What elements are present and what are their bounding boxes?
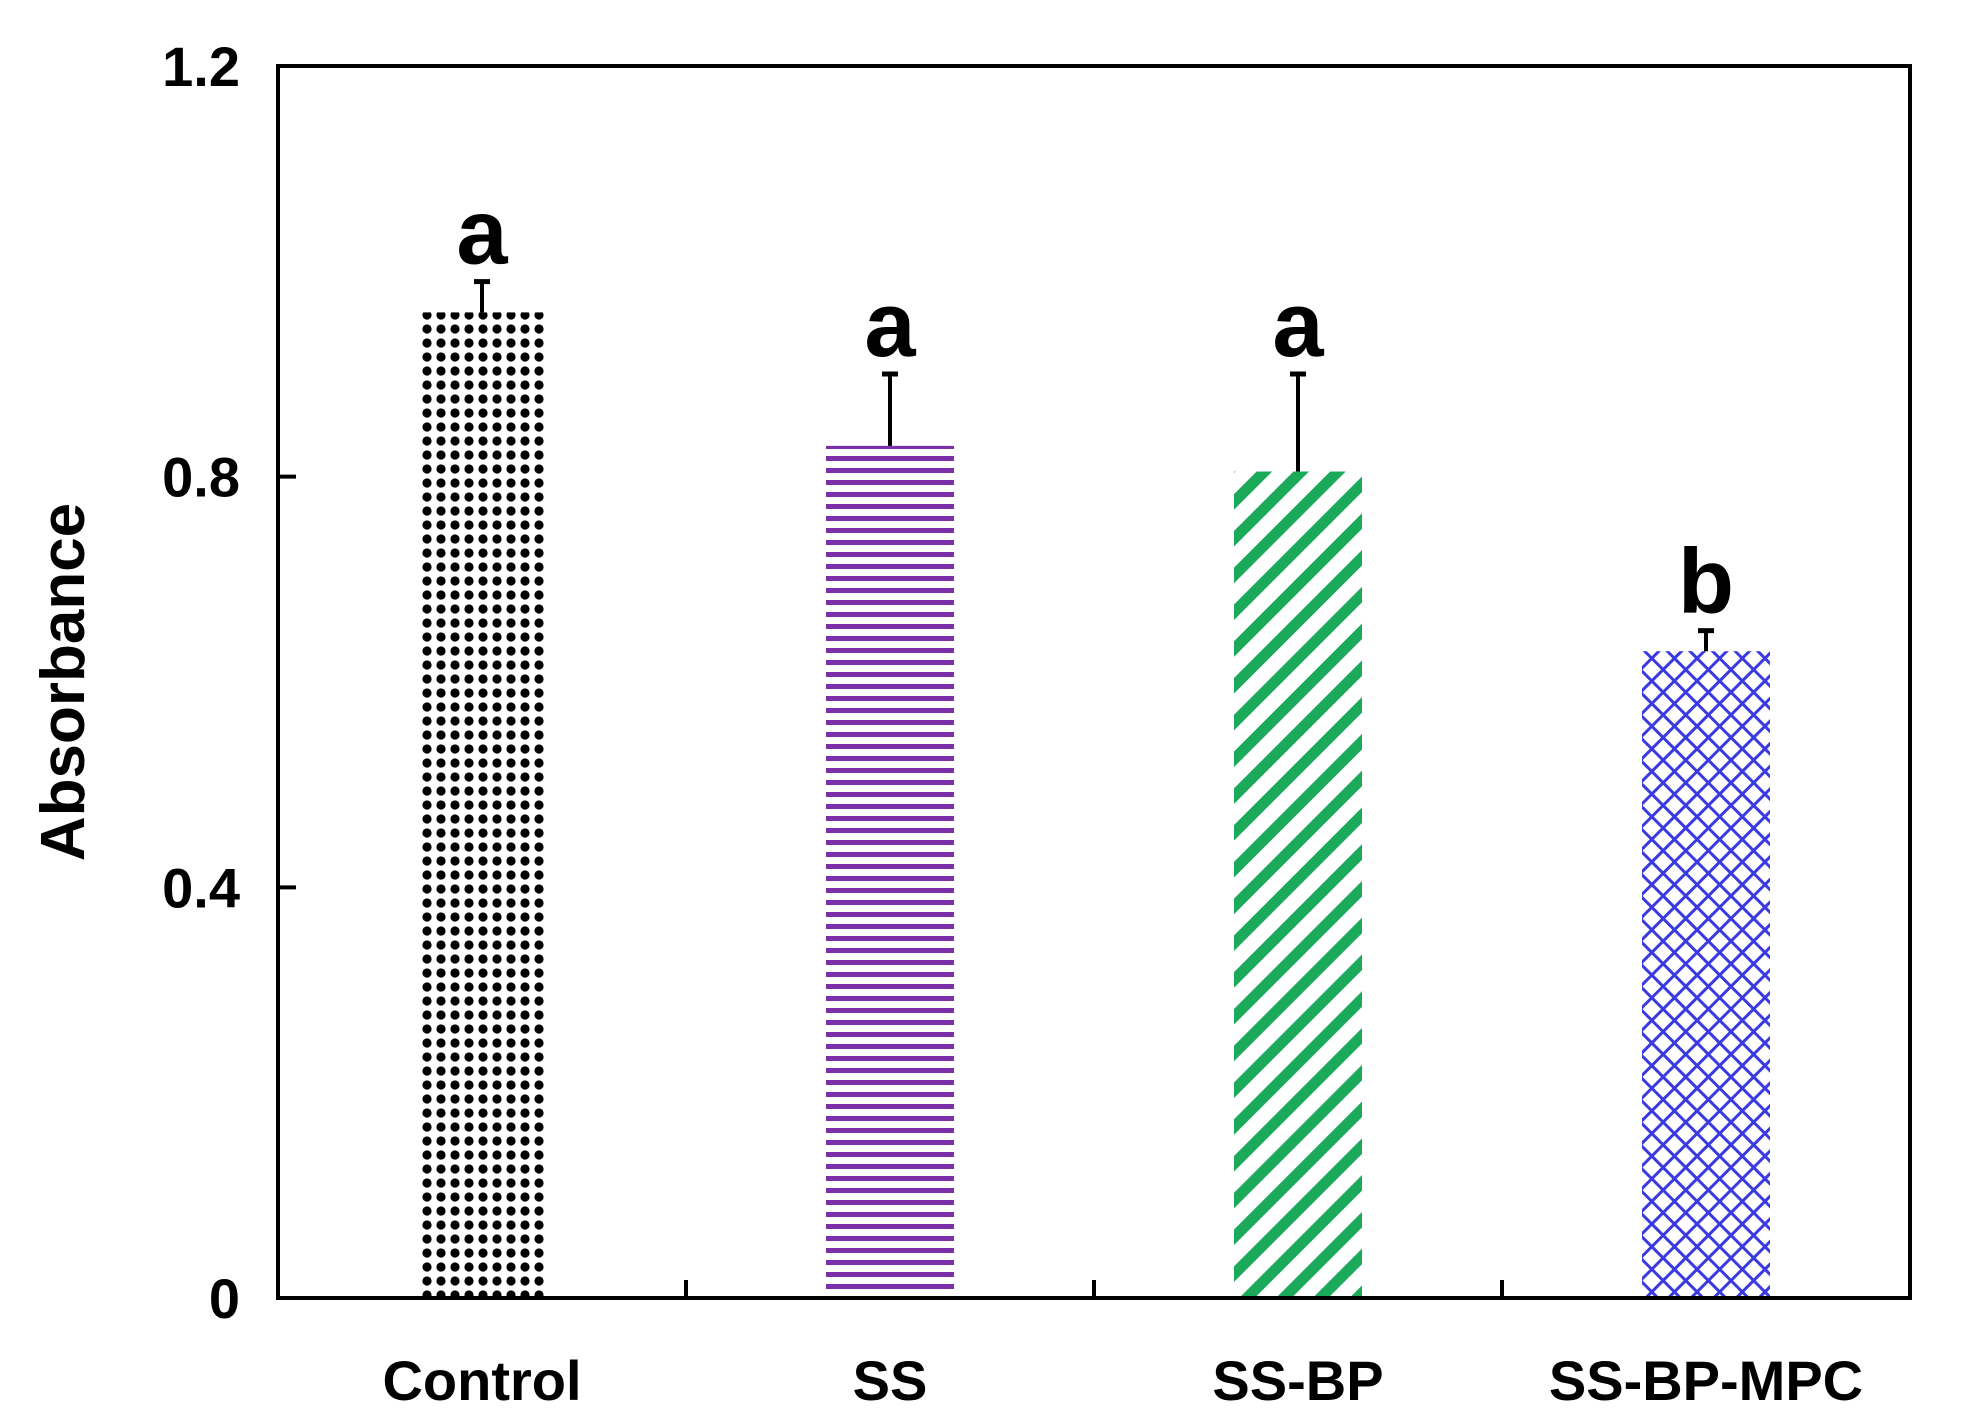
significance-labels-layer: a a a b	[456, 182, 1734, 633]
bar-ss	[826, 445, 954, 1298]
significance-label-ss-bp: a	[1272, 274, 1324, 376]
y-tick-label: 1.2	[162, 35, 240, 98]
y-tick-label: 0.8	[162, 446, 240, 509]
significance-label-ss-bp-mpc: b	[1678, 531, 1734, 633]
error-bars-layer	[474, 279, 1714, 652]
bar-ss-bp	[1234, 471, 1362, 1298]
bar-ss-bp-mpc	[1642, 651, 1770, 1298]
significance-label-control: a	[456, 182, 508, 284]
y-axis-ticks: 0 0.4 0.8 1.2	[162, 35, 296, 1330]
y-tick-label: 0	[209, 1267, 240, 1330]
x-axis-ticks: Control SS SS-BP SS-BP-MPC	[382, 1280, 1863, 1412]
y-axis-title: Absorbance	[29, 503, 98, 861]
bars-layer	[418, 312, 1770, 1298]
x-tick-label-control: Control	[382, 1349, 581, 1412]
x-tick-label-ss-bp-mpc: SS-BP-MPC	[1549, 1349, 1863, 1412]
x-tick-label-ss: SS	[853, 1349, 928, 1412]
x-tick-label-ss-bp: SS-BP	[1212, 1349, 1383, 1412]
y-tick-label: 0.4	[162, 856, 240, 919]
significance-label-ss: a	[864, 274, 916, 376]
bar-control	[418, 312, 546, 1298]
